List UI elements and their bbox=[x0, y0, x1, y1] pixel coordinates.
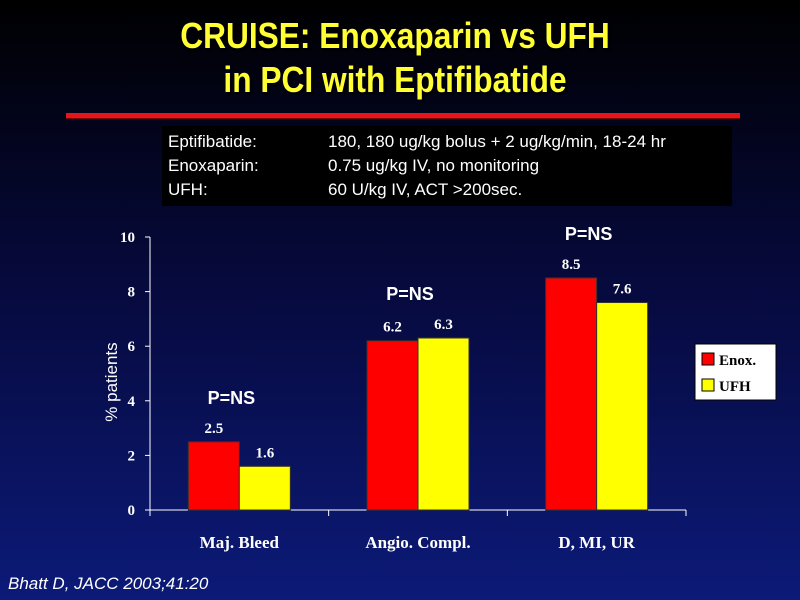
bar-ufh bbox=[238, 465, 291, 511]
title-underline bbox=[66, 113, 740, 118]
bar-enox bbox=[545, 277, 598, 511]
data-label: 1.6 bbox=[255, 445, 274, 461]
info-value: 60 U/kg IV, ACT >200sec. bbox=[328, 180, 523, 199]
info-value: 0.75 ug/kg IV, no monitoring bbox=[328, 156, 540, 175]
data-label: 2.5 bbox=[204, 421, 223, 437]
x-category-label: Angio. Compl. bbox=[365, 533, 470, 552]
y-tick-label: 0 bbox=[128, 503, 136, 519]
y-axis-label: % patients bbox=[102, 342, 121, 421]
y-tick-label: 4 bbox=[128, 394, 136, 410]
p-value-annotation: P=NS bbox=[208, 388, 256, 408]
data-label: 8.5 bbox=[562, 257, 581, 273]
title-line-2: in PCI with Eptifibatide bbox=[223, 59, 567, 100]
legend-label: Enox. bbox=[719, 353, 756, 369]
p-value-annotation: P=NS bbox=[565, 224, 613, 244]
bar-ufh bbox=[596, 302, 649, 511]
dosing-info-box: Eptifibatide: 180, 180 ug/kg bolus + 2 u… bbox=[162, 126, 732, 206]
legend-swatch bbox=[701, 352, 715, 366]
citation: Bhatt D, JACC 2003;41:20 bbox=[8, 574, 209, 593]
data-label: 7.6 bbox=[613, 282, 632, 298]
bar-enox bbox=[366, 340, 419, 511]
info-label: Eptifibatide: bbox=[168, 132, 257, 151]
bar-ufh bbox=[417, 337, 470, 511]
y-tick-label: 2 bbox=[128, 448, 136, 464]
slide-title: CRUISE: Enoxaparin vs UFH in PCI with Ep… bbox=[47, 14, 742, 102]
data-label: 6.2 bbox=[383, 320, 402, 336]
bar-enox bbox=[187, 441, 240, 511]
x-category-label: Maj. Bleed bbox=[200, 533, 280, 552]
y-tick-label: 10 bbox=[120, 230, 135, 246]
data-label: 6.3 bbox=[434, 317, 453, 333]
legend-label: UFH bbox=[719, 379, 751, 395]
x-category-label: D, MI, UR bbox=[558, 533, 635, 552]
info-label: Enoxaparin: bbox=[168, 156, 259, 175]
y-tick-label: 8 bbox=[128, 285, 136, 301]
y-tick-label: 6 bbox=[128, 339, 136, 355]
legend-swatch bbox=[701, 378, 715, 392]
title-line-1: CRUISE: Enoxaparin vs UFH bbox=[180, 15, 610, 56]
info-label: UFH: bbox=[168, 180, 208, 199]
info-value: 180, 180 ug/kg bolus + 2 ug/kg/min, 18-2… bbox=[328, 132, 666, 151]
p-value-annotation: P=NS bbox=[386, 284, 434, 304]
